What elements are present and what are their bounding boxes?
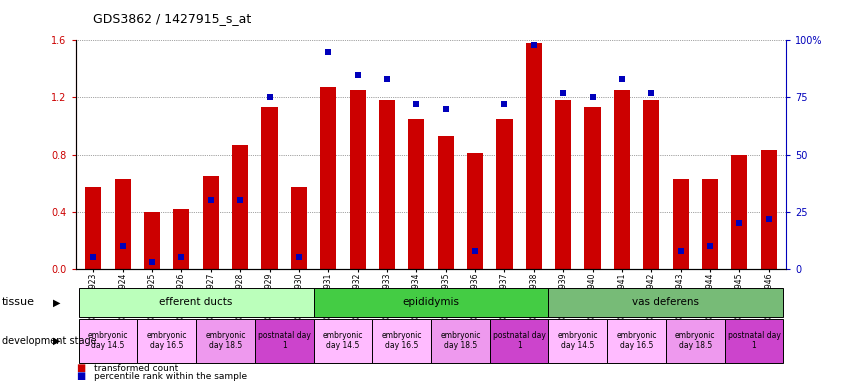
Text: percentile rank within the sample: percentile rank within the sample <box>94 372 247 381</box>
Text: embryonic
day 18.5: embryonic day 18.5 <box>440 331 480 351</box>
Point <box>262 94 276 101</box>
Bar <box>760 150 777 269</box>
Bar <box>437 136 454 269</box>
Text: development stage: development stage <box>2 336 97 346</box>
Point <box>527 42 541 48</box>
Text: efferent ducts: efferent ducts <box>160 297 233 308</box>
Point <box>87 254 100 260</box>
Point <box>468 247 482 253</box>
Point <box>292 254 305 260</box>
Bar <box>467 153 483 269</box>
Text: embryonic
day 14.5: embryonic day 14.5 <box>323 331 363 351</box>
Bar <box>144 212 160 269</box>
Bar <box>548 288 784 317</box>
Point <box>410 101 423 108</box>
Bar <box>379 100 395 269</box>
Bar <box>314 319 373 363</box>
Bar <box>732 155 748 269</box>
Point <box>380 76 394 82</box>
Bar <box>320 88 336 269</box>
Bar <box>607 319 666 363</box>
Text: embryonic
day 18.5: embryonic day 18.5 <box>675 331 716 351</box>
Bar <box>350 90 366 269</box>
Point <box>116 243 130 249</box>
Bar <box>496 119 512 269</box>
Point <box>674 247 687 253</box>
Point <box>615 76 628 82</box>
Text: postnatal day
1: postnatal day 1 <box>493 331 546 351</box>
Text: vas deferens: vas deferens <box>632 297 700 308</box>
Point <box>762 215 775 222</box>
Bar <box>555 100 571 269</box>
Point <box>586 94 600 101</box>
Text: ■: ■ <box>76 371 85 381</box>
Text: embryonic
day 16.5: embryonic day 16.5 <box>146 331 187 351</box>
Bar <box>232 144 248 269</box>
Bar <box>262 108 278 269</box>
Bar <box>255 319 314 363</box>
Point <box>175 254 188 260</box>
Bar <box>173 209 189 269</box>
Bar <box>291 187 307 269</box>
Text: embryonic
day 16.5: embryonic day 16.5 <box>616 331 657 351</box>
Bar <box>314 288 548 317</box>
Text: postnatal day
1: postnatal day 1 <box>257 331 310 351</box>
Point <box>204 197 218 204</box>
Bar <box>78 288 314 317</box>
Bar <box>673 179 689 269</box>
Text: transformed count: transformed count <box>94 364 178 373</box>
Bar <box>78 319 137 363</box>
Bar <box>203 176 219 269</box>
Point <box>703 243 717 249</box>
Text: postnatal day
1: postnatal day 1 <box>727 331 780 351</box>
Point <box>557 90 570 96</box>
Text: tissue: tissue <box>2 297 34 308</box>
Text: ▶: ▶ <box>53 297 61 308</box>
Bar <box>643 100 659 269</box>
Point <box>733 220 746 226</box>
Point <box>644 90 658 96</box>
Text: embryonic
day 18.5: embryonic day 18.5 <box>205 331 246 351</box>
Bar <box>526 43 542 269</box>
Bar <box>614 90 630 269</box>
Text: embryonic
day 14.5: embryonic day 14.5 <box>558 331 598 351</box>
Bar <box>373 319 431 363</box>
Point <box>145 259 159 265</box>
Bar <box>431 319 489 363</box>
Text: ▶: ▶ <box>53 336 61 346</box>
Text: embryonic
day 14.5: embryonic day 14.5 <box>87 331 128 351</box>
Point <box>439 106 452 112</box>
Text: GDS3862 / 1427915_s_at: GDS3862 / 1427915_s_at <box>93 12 251 25</box>
Bar <box>137 319 196 363</box>
Point <box>321 49 335 55</box>
Bar <box>702 179 718 269</box>
Bar <box>196 319 255 363</box>
Bar <box>85 187 102 269</box>
Bar <box>408 119 425 269</box>
Bar <box>489 319 548 363</box>
Point <box>351 71 364 78</box>
Bar <box>548 319 607 363</box>
Bar <box>725 319 784 363</box>
Text: epididymis: epididymis <box>403 297 459 308</box>
Bar <box>666 319 725 363</box>
Bar <box>584 108 600 269</box>
Text: embryonic
day 16.5: embryonic day 16.5 <box>382 331 422 351</box>
Point <box>234 197 247 204</box>
Point <box>498 101 511 108</box>
Bar <box>114 179 130 269</box>
Text: ■: ■ <box>76 363 85 373</box>
